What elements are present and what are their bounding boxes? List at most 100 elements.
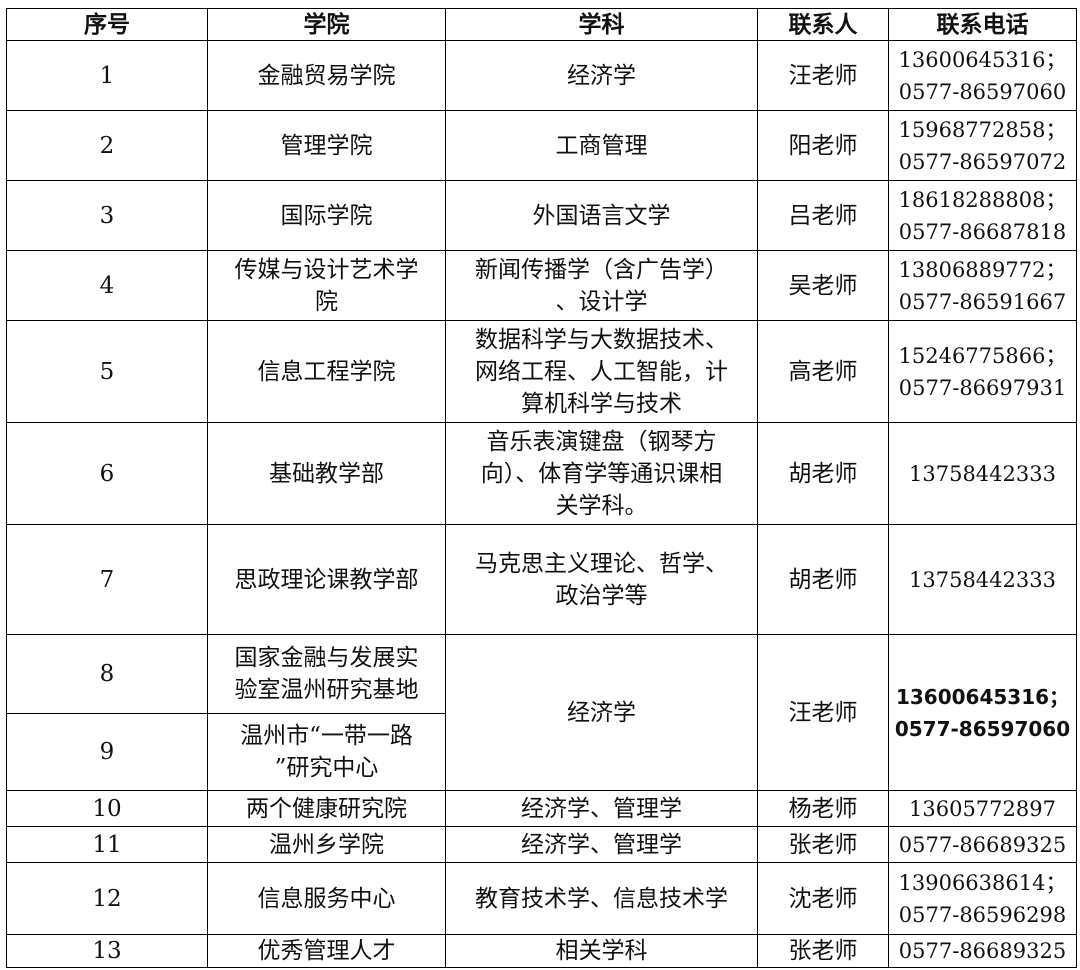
phone-cell: 15968772858； 0577-86597072: [888, 110, 1077, 181]
table-row: 1 金融贸易学院 经济学 汪老师 13600645316； 0577-86597060: [6, 40, 1077, 111]
phone-cell: 13758442333: [888, 422, 1077, 525]
phone-line: 13758442333: [909, 567, 1056, 592]
subject-cell: 外国语言文学: [445, 180, 758, 251]
subject-cell: 马克思主义理论、哲学、 政治学等: [445, 524, 758, 635]
college-cell: 温州市“一带一路 ”研究中心: [207, 713, 446, 791]
phone-line: 0577-86697931: [898, 375, 1067, 400]
table-row: 3 国际学院 外国语言文学 吕老师 18618288808； 0577-86687818: [6, 180, 1077, 251]
college-line: 温州乡学院: [269, 831, 384, 858]
phone-line: 0577-86597060: [894, 716, 1071, 741]
subject-line: 、设计学: [555, 288, 648, 315]
college-cell: 优秀管理人才: [207, 934, 446, 968]
phone-line: 13600645316；: [895, 684, 1070, 709]
subject-cell: 经济学: [445, 40, 758, 111]
table-row: 13 优秀管理人才 相关学科 张老师 0577-86689325: [6, 934, 1077, 968]
subject-line: 算机科学与技术: [521, 390, 682, 417]
header-row: 序号 学院 学科 联系人 联系电话: [6, 8, 1077, 41]
college-line: 优秀管理人才: [257, 938, 396, 964]
contact-cell: 沈老师: [757, 862, 889, 935]
phone-line: 15968772858；: [898, 117, 1067, 142]
phone-cell: 0577-86689325: [888, 826, 1077, 863]
subject-cell: 音乐表演键盘（钢琴方 向）、体育学等通识课相 关学科。: [445, 422, 758, 525]
header-cell: 联系电话: [888, 8, 1077, 41]
phone-line: 13906638614；: [898, 870, 1067, 895]
no-cell: 13: [6, 934, 208, 968]
contact-cell: 阳老师: [757, 110, 889, 181]
subject-line: 经济学、管理学: [521, 831, 682, 858]
college-line: 管理学院: [280, 132, 373, 159]
phone-line: 0577-86689325: [898, 939, 1067, 963]
no-cell: 3: [6, 180, 208, 251]
subject-line: 经济学: [567, 62, 636, 89]
header-cell: 序号: [6, 8, 208, 41]
college-line: 思政理论课教学部: [234, 566, 419, 593]
subject-line: 音乐表演键盘（钢琴方: [486, 428, 717, 455]
contact-cell: 汪老师: [757, 634, 889, 791]
contact-cell: 胡老师: [757, 422, 889, 525]
phone-line: 0577-86689325: [898, 832, 1067, 857]
subject-line: 政治学等: [555, 582, 648, 609]
college-cell: 信息工程学院: [207, 320, 446, 423]
phone-cell: 13806889772； 0577-86591667: [888, 250, 1077, 321]
phone-line: 13605772897: [909, 796, 1056, 821]
phone-line: 13806889772；: [898, 257, 1067, 282]
college-line: 温州市“一带一路: [240, 723, 413, 749]
subject-line: 网络工程、人工智能，计: [475, 358, 728, 385]
college-cell: 温州乡学院: [207, 826, 446, 863]
college-line: 验室温州研究基地: [234, 677, 419, 703]
college-cell: 信息服务中心: [207, 862, 446, 935]
college-line: ”研究中心: [274, 755, 379, 781]
subject-line: 工商管理: [555, 132, 648, 159]
subject-cell: 经济学: [445, 634, 758, 791]
no-cell: 12: [6, 862, 208, 935]
no-cell: 4: [6, 250, 208, 321]
table-row: 6 基础教学部 音乐表演键盘（钢琴方 向）、体育学等通识课相 关学科。 胡老师 137584…: [6, 422, 1077, 525]
table-row: 4 传媒与设计艺术学院新闻传播学（含广告学） 、设计学 吴老师 13806889772；…: [6, 250, 1077, 321]
college-cell: 基础教学部: [207, 422, 446, 525]
subject-line: 新闻传播学（含广告学）: [475, 256, 728, 283]
phone-cell: 15246775866； 0577-86697931: [888, 320, 1077, 423]
subject-line: 经济学: [567, 699, 636, 726]
college-line: 金融贸易学院: [257, 62, 396, 89]
college-line: 信息工程学院: [257, 358, 396, 385]
table-row: 9 温州市“一带一路 ”研究中心: [6, 713, 1077, 791]
phone-cell: 13600645316； 0577-86597060: [888, 634, 1077, 791]
no-cell: 11: [6, 826, 208, 863]
subject-line: 相关学科: [555, 938, 648, 964]
contact-table: 序号 学院 学科 联系人 联系电话 1 金融贸易学院 经济学 汪老师 13600645316； 0…: [6, 8, 1077, 968]
table-row: 8 国家金融与发展实 验室温州研究基地 经济学 汪老师 13600645316； 0577-…: [6, 634, 1077, 791]
subject-cell: 经济学、管理学: [445, 790, 758, 827]
contact-cell: 杨老师: [757, 790, 889, 827]
phone-cell: 13600645316； 0577-86597060: [888, 40, 1077, 111]
college-cell: 国家金融与发展实 验室温州研究基地: [207, 634, 446, 714]
college-line: 国家金融与发展实: [234, 645, 419, 671]
subject-line: 数据科学与大数据技术、: [475, 326, 728, 353]
table-row: 12 信息服务中心 教育技术学、信息技术学 沈老师 13906638614； 0577-8…: [6, 862, 1077, 935]
no-cell: 2: [6, 110, 208, 181]
contact-cell: 汪老师: [757, 40, 889, 111]
subject-cell: 数据科学与大数据技术、 网络工程、人工智能，计 算机科学与技术: [445, 320, 758, 423]
no-cell: 8: [6, 634, 208, 714]
college-cell: 思政理论课教学部: [207, 524, 446, 635]
contact-cell: 吕老师: [757, 180, 889, 251]
table-row: 5 信息工程学院 数据科学与大数据技术、 网络工程、人工智能，计 算机科学与技术 高老师 1…: [6, 320, 1077, 423]
college-line: 传媒与设计艺术学: [234, 256, 419, 283]
phone-line: 0577-86687818: [898, 219, 1067, 244]
no-cell: 9: [6, 713, 208, 791]
table-row: 7 思政理论课教学部 马克思主义理论、哲学、 政治学等 胡老师 13758442333: [6, 524, 1077, 635]
subject-cell: 教育技术学、信息技术学: [445, 862, 758, 935]
contact-cell: 张老师: [757, 826, 889, 863]
college-cell: 国际学院: [207, 180, 446, 251]
phone-cell: 0577-86689325: [888, 934, 1077, 968]
phone-cell: 18618288808； 0577-86687818: [888, 180, 1077, 251]
no-cell: 5: [6, 320, 208, 423]
contact-cell: 张老师: [757, 934, 889, 968]
header-cell: 学院: [207, 8, 446, 41]
subject-cell: 相关学科: [445, 934, 758, 968]
contact-cell: 高老师: [757, 320, 889, 423]
header-cell: 联系人: [757, 8, 889, 41]
phone-line: 0577-86597072: [898, 149, 1067, 174]
subject-cell: 新闻传播学（含广告学） 、设计学: [445, 250, 758, 321]
college-line: 国际学院: [280, 202, 373, 229]
